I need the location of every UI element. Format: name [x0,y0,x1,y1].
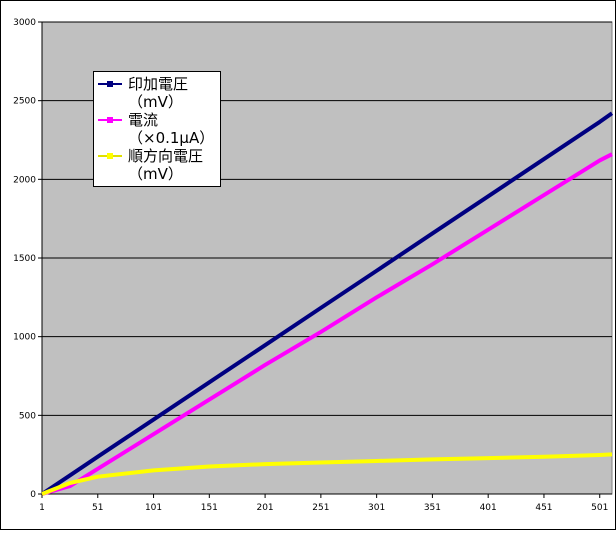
x-tick-label: 401 [480,503,497,513]
series-line [41,452,613,496]
y-tick-label: 1500 [13,254,36,264]
legend-swatch [98,81,122,87]
y-tick-label: 2000 [13,175,36,185]
series-line [41,152,613,496]
x-tick-label: 101 [145,503,162,513]
x-tick-label: 451 [535,503,552,513]
x-tick-label: 1 [39,503,45,513]
legend-label: 順方向電圧（mV） [128,147,204,183]
legend-item: 順方向電圧（mV） [94,147,214,183]
legend-label: 電流（×0.1μA） [128,111,215,147]
y-tick-label: 2500 [13,97,36,107]
legend-swatch [98,117,122,123]
y-tick-label: 500 [19,411,36,421]
x-tick-label: 51 [92,503,103,513]
legend-marker [107,153,113,159]
legend: 印加電圧（mV） 電流（×0.1μA） 順方向電圧（mV） [93,71,221,187]
legend-item: 電流（×0.1μA） [94,111,214,147]
x-tick-label: 301 [368,503,385,513]
legend-label: 印加電圧（mV） [128,75,189,111]
legend-item: 印加電圧（mV） [94,75,214,111]
y-tick-label: 0 [30,490,36,500]
y-tick-label: 1000 [13,333,36,343]
x-tick-label: 201 [256,503,273,513]
x-tick-label: 151 [201,503,218,513]
x-tick-label: 351 [424,503,441,513]
series-line [40,111,614,496]
legend-marker [107,81,113,87]
x-tick-label: 251 [312,503,329,513]
legend-marker [107,117,113,123]
x-tick-label: 501 [591,503,608,513]
y-tick-label: 3000 [13,18,36,28]
legend-swatch [98,153,122,159]
